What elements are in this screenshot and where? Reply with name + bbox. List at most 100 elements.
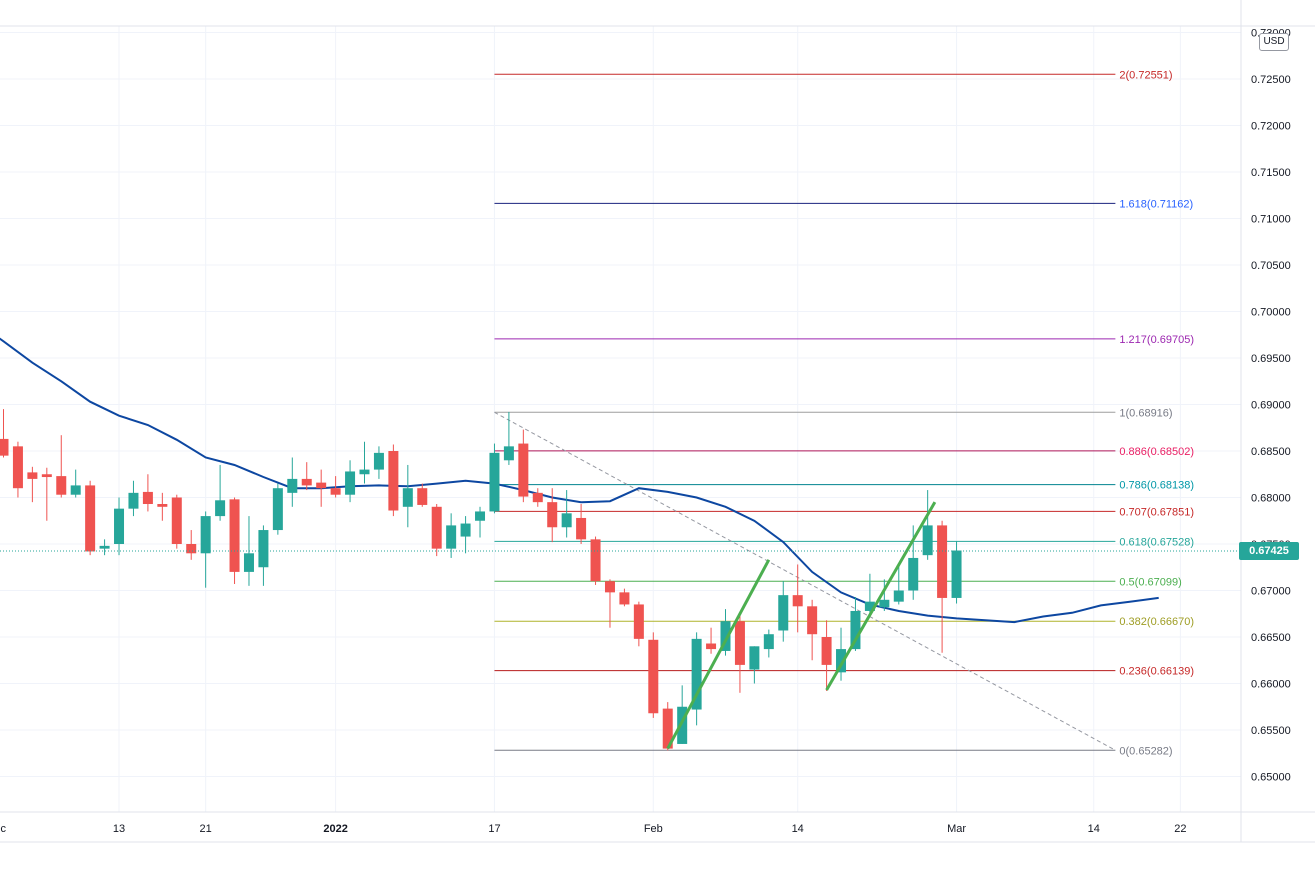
price-tick-label: 0.69500: [1251, 353, 1291, 365]
price-tick-label: 0.66000: [1251, 679, 1291, 691]
candle-down: [734, 621, 745, 665]
price-tick-label: 0.70000: [1251, 307, 1291, 319]
fibonacci-labels: 2(0.72551) 1.618(0.71162) 1.217(0.69705) 1(…: [1119, 69, 1194, 757]
time-tick-label: 13: [113, 823, 125, 835]
candle-down: [547, 502, 558, 528]
candle-up: [749, 646, 760, 670]
candle-up: [836, 649, 847, 673]
time-tick-label: Feb: [644, 823, 663, 835]
candle-up: [402, 488, 413, 507]
candlestick-series: [0, 409, 962, 751]
fib-level-label: 0.886(0.68502): [1119, 446, 1194, 458]
candle-up: [99, 545, 110, 549]
candle-up: [503, 446, 514, 461]
candle-down: [229, 499, 240, 572]
trendline-layer[interactable]: [666, 501, 937, 750]
candle-down: [388, 451, 399, 511]
candle-down: [301, 478, 312, 486]
time-tick-label: Dec: [0, 823, 7, 835]
fib-trend-diagonal[interactable]: [494, 411, 1116, 751]
candle-down: [590, 539, 601, 582]
candle-down: [41, 474, 52, 478]
grid-lines: [0, 26, 1241, 812]
candle-up: [215, 500, 226, 517]
candle-up: [850, 610, 861, 650]
price-tick-label: 0.68500: [1251, 446, 1291, 458]
moving-average-layer: [0, 337, 1159, 624]
candle-down: [706, 643, 717, 650]
candle-up: [720, 621, 731, 651]
price-tick-label: 0.72500: [1251, 74, 1291, 86]
candle-up: [446, 525, 457, 549]
time-axis-ticks: Dec 13 21 2022 17 Feb 14 Mar 14 22: [0, 823, 1186, 835]
moving-average-line: [0, 337, 1159, 624]
price-tick-label: 0.70500: [1251, 260, 1291, 272]
fib-level-label: 0.236(0.66139): [1119, 666, 1194, 678]
price-axis-area[interactable]: [1241, 0, 1315, 842]
fib-level-label: 0.707(0.67851): [1119, 506, 1194, 518]
candle-down: [532, 492, 543, 503]
candle-down: [27, 472, 38, 479]
candle-down: [662, 708, 673, 749]
time-tick-label: 14: [1088, 823, 1100, 835]
candle-up: [128, 492, 139, 509]
candle-up: [908, 557, 919, 591]
candle-down: [619, 592, 630, 605]
candle-up: [272, 488, 283, 531]
candle-down: [937, 525, 948, 598]
candle-down: [604, 581, 615, 593]
candle-up: [460, 523, 471, 537]
candle-down: [821, 637, 832, 665]
candle-up: [373, 452, 384, 470]
candle-up: [258, 530, 269, 568]
trendline[interactable]: [666, 559, 771, 750]
currency-badge[interactable]: USD: [1259, 33, 1289, 51]
candle-down: [157, 504, 168, 507]
candle-down: [330, 488, 341, 495]
fib-level-label: 0.618(0.67528): [1119, 536, 1194, 548]
candle-up: [922, 525, 933, 556]
candle-down: [518, 443, 529, 497]
candle-down: [431, 506, 442, 549]
fib-level-label: 0(0.65282): [1119, 745, 1172, 757]
price-tick-label: 0.69000: [1251, 400, 1291, 412]
fib-level-label: 0.786(0.68138): [1119, 480, 1194, 492]
price-tick-label: 0.65500: [1251, 725, 1291, 737]
fib-level-label: 1.217(0.69705): [1119, 334, 1194, 346]
candle-down: [576, 517, 587, 540]
candle-down: [648, 639, 659, 714]
time-tick-label: 14: [792, 823, 804, 835]
candle-up: [489, 452, 500, 512]
time-tick-label: Mar: [947, 823, 966, 835]
candle-down: [633, 604, 644, 639]
candle-up: [951, 550, 962, 598]
fibonacci-retracement[interactable]: [494, 73, 1116, 751]
candle-up: [879, 599, 890, 608]
candle-up: [287, 478, 298, 493]
time-tick-label: 17: [488, 823, 500, 835]
candle-up: [359, 469, 370, 475]
price-tick-label: 0.66500: [1251, 632, 1291, 644]
candle-up: [561, 513, 572, 528]
price-tick-label: 0.65000: [1251, 772, 1291, 784]
trendline[interactable]: [825, 501, 937, 691]
candle-down: [316, 482, 327, 489]
candle-up: [778, 595, 789, 631]
candle-down: [792, 595, 803, 607]
fib-level-label: 0.382(0.66670): [1119, 616, 1194, 628]
fib-level-label: 1(0.68916): [1119, 407, 1172, 419]
candle-up: [763, 634, 774, 650]
price-tick-label: 0.67000: [1251, 586, 1291, 598]
candle-up: [677, 706, 688, 744]
candle-up: [114, 508, 125, 544]
candle-down: [807, 606, 818, 635]
candle-up: [70, 485, 81, 495]
price-tick-label: 0.71500: [1251, 167, 1291, 179]
candle-down: [186, 544, 197, 554]
fib-level-label: 0.5(0.67099): [1119, 576, 1181, 588]
candle-down: [142, 491, 153, 505]
candle-down: [56, 476, 67, 495]
candle-down: [12, 446, 23, 489]
price-tick-label: 0.71000: [1251, 214, 1291, 226]
